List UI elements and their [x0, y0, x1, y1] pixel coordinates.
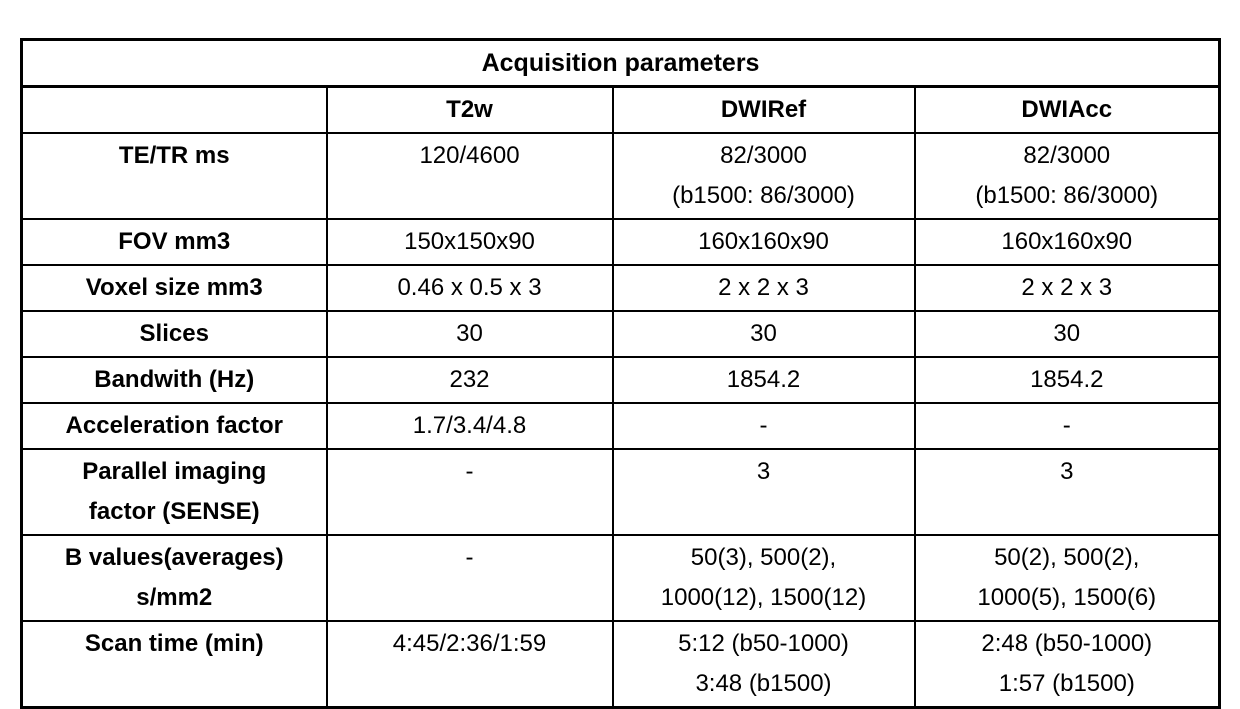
- cell-scantime-dwiref: 5:12 (b50-1000) 3:48 (b1500): [611, 620, 916, 709]
- table-row: Bandwith (Hz) 232 1854.2 1854.2: [20, 356, 1221, 404]
- cell-fov-dwiacc: 160x160x90: [913, 218, 1221, 266]
- table-row: TE/TR ms 120/4600 82/3000 (b1500: 86/300…: [20, 132, 1221, 220]
- row-label-b-values: B values(averages) s/mm2: [20, 534, 328, 622]
- table-row: Voxel size mm3 0.46 x 0.5 x 3 2 x 2 x 3 …: [20, 264, 1221, 312]
- table-row: B values(averages) s/mm2 - 50(3), 500(2)…: [20, 534, 1221, 622]
- row-label-slices: Slices: [20, 310, 328, 358]
- row-label-bandwith: Bandwith (Hz): [20, 356, 328, 404]
- table-row: Parallel imaging factor (SENSE) - 3 3: [20, 448, 1221, 536]
- table-row: FOV mm3 150x150x90 160x160x90 160x160x90: [20, 218, 1221, 266]
- cell-voxel-dwiref: 2 x 2 x 3: [611, 264, 916, 312]
- cell-bandwith-dwiref: 1854.2: [611, 356, 916, 404]
- cell-parallel-dwiref: 3: [611, 448, 916, 536]
- cell-te-tr-t2w: 120/4600: [325, 132, 614, 220]
- cell-accel-dwiacc: -: [913, 402, 1221, 450]
- cell-voxel-dwiacc: 2 x 2 x 3: [913, 264, 1221, 312]
- cell-voxel-t2w: 0.46 x 0.5 x 3: [325, 264, 614, 312]
- table-row: Slices 30 30 30: [20, 310, 1221, 358]
- cell-te-tr-dwiref: 82/3000 (b1500: 86/3000): [611, 132, 916, 220]
- cell-scantime-t2w: 4:45/2:36/1:59: [325, 620, 614, 709]
- cell-bandwith-t2w: 232: [325, 356, 614, 404]
- acquisition-parameters-table: Acquisition parameters T2w DWIRef DWIAcc…: [20, 38, 1222, 709]
- cell-slices-t2w: 30: [325, 310, 614, 358]
- cell-parallel-t2w: -: [325, 448, 614, 536]
- cell-bandwith-dwiacc: 1854.2: [913, 356, 1221, 404]
- row-label-parallel-imaging: Parallel imaging factor (SENSE): [20, 448, 328, 536]
- column-header-dwiacc: DWIAcc: [913, 85, 1221, 134]
- table-title: Acquisition parameters: [20, 38, 1221, 88]
- cell-accel-t2w: 1.7/3.4/4.8: [325, 402, 614, 450]
- table-header-row: T2w DWIRef DWIAcc: [20, 85, 1221, 134]
- column-header-t2w: T2w: [325, 85, 614, 134]
- cell-bvalues-t2w: -: [325, 534, 614, 622]
- cell-accel-dwiref: -: [611, 402, 916, 450]
- row-label-voxel-size: Voxel size mm3: [20, 264, 328, 312]
- column-header-dwiref: DWIRef: [611, 85, 916, 134]
- cell-parallel-dwiacc: 3: [913, 448, 1221, 536]
- cell-bvalues-dwiacc: 50(2), 500(2), 1000(5), 1500(6): [913, 534, 1221, 622]
- row-label-acceleration-factor: Acceleration factor: [20, 402, 328, 450]
- cell-fov-t2w: 150x150x90: [325, 218, 614, 266]
- column-header-blank: [20, 85, 328, 134]
- cell-fov-dwiref: 160x160x90: [611, 218, 916, 266]
- cell-bvalues-dwiref: 50(3), 500(2), 1000(12), 1500(12): [611, 534, 916, 622]
- row-label-te-tr: TE/TR ms: [20, 132, 328, 220]
- cell-scantime-dwiacc: 2:48 (b50-1000) 1:57 (b1500): [913, 620, 1221, 709]
- row-label-fov: FOV mm3: [20, 218, 328, 266]
- table-row: Acceleration factor 1.7/3.4/4.8 - -: [20, 402, 1221, 450]
- row-label-scan-time: Scan time (min): [20, 620, 328, 709]
- cell-slices-dwiref: 30: [611, 310, 916, 358]
- table-row: Scan time (min) 4:45/2:36/1:59 5:12 (b50…: [20, 620, 1221, 709]
- cell-te-tr-dwiacc: 82/3000 (b1500: 86/3000): [913, 132, 1221, 220]
- table-title-row: Acquisition parameters: [20, 38, 1221, 88]
- cell-slices-dwiacc: 30: [913, 310, 1221, 358]
